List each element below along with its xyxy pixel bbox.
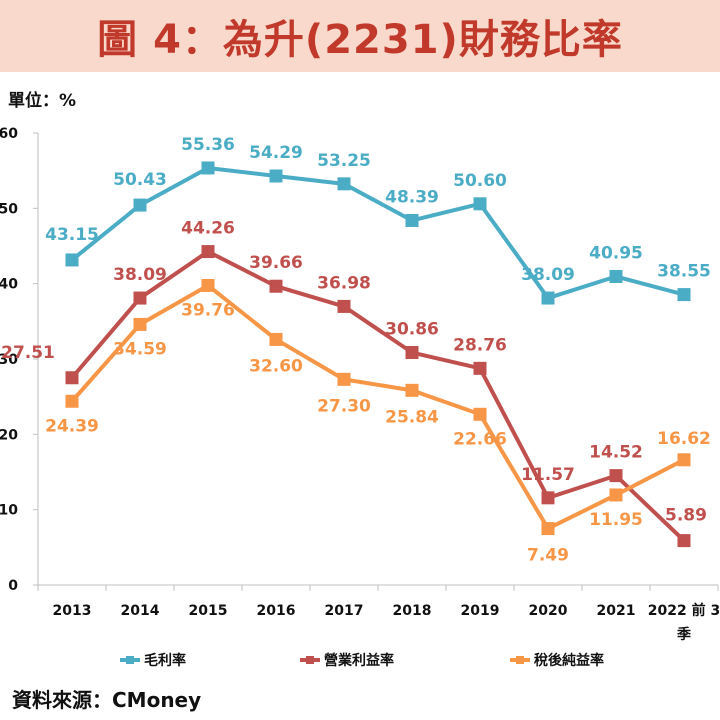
data-label: 38.09 [113, 265, 167, 285]
data-label: 50.43 [113, 170, 167, 190]
data-point [473, 361, 487, 375]
data-label: 34.59 [113, 339, 167, 359]
series-line-1 [70, 165, 685, 301]
x-tick-label: 2017 [325, 603, 364, 619]
data-label: 30.86 [385, 320, 439, 340]
y-tick-label: 0 [8, 578, 18, 594]
data-point [677, 534, 691, 548]
data-point [65, 394, 79, 408]
data-point [473, 407, 487, 421]
x-tick-label: 2013 [53, 603, 92, 619]
data-label: 32.60 [249, 356, 303, 376]
data-point [609, 488, 623, 502]
data-point [405, 213, 419, 227]
legend-swatch-marker [516, 656, 524, 664]
data-label: 50.60 [453, 171, 507, 191]
data-point [133, 317, 147, 331]
data-label: 36.98 [317, 273, 371, 293]
y-tick-label: 10 [0, 503, 18, 519]
y-tick-label: 60 [0, 126, 18, 142]
data-point [337, 299, 351, 313]
data-point [65, 371, 79, 385]
data-label: 25.84 [385, 407, 439, 427]
data-point [201, 161, 215, 175]
data-point [473, 197, 487, 211]
x-tick-label: 2021 [597, 603, 636, 619]
data-label: 5.89 [665, 506, 707, 526]
data-point [201, 278, 215, 292]
data-label: 39.66 [249, 253, 303, 273]
data-point [609, 270, 623, 284]
data-label: 24.39 [45, 416, 99, 436]
data-point [541, 491, 555, 505]
legend-label: 毛利率 [144, 652, 186, 669]
x-tick-label: 2019 [461, 603, 500, 619]
data-point [269, 332, 283, 346]
data-label: 27.30 [317, 396, 371, 416]
unit-label: 單位：% [8, 91, 77, 111]
data-point [609, 469, 623, 483]
legend-swatch-marker [126, 656, 134, 664]
line-chart: 0 10 20 30 40 50 60 2013 2014 2015 2016 2017 2018 201… [0, 126, 720, 669]
legend-label: 稅後純益率 [534, 652, 604, 669]
data-point [65, 253, 79, 267]
legend-swatch-marker [306, 656, 314, 664]
data-label: 44.26 [181, 219, 235, 239]
x-tick-label: 2016 [257, 603, 296, 619]
data-point [405, 346, 419, 360]
data-label: 48.39 [385, 187, 439, 207]
data-point [677, 453, 691, 467]
title-bar: 圖 4：為升(2231)財務比率 [0, 0, 720, 72]
chart-title: 圖 4：為升(2231)財務比率 [97, 17, 623, 63]
data-point [405, 383, 419, 397]
x-tick-label: 2015 [189, 603, 228, 619]
data-label: 22.66 [453, 429, 507, 449]
series-line-2 [70, 249, 686, 543]
data-label: 38.55 [657, 262, 711, 282]
data-point [201, 245, 215, 259]
y-tick-label: 40 [0, 277, 18, 293]
data-point [133, 291, 147, 305]
data-label: 38.09 [521, 265, 575, 285]
data-point [677, 288, 691, 302]
data-label: 28.76 [453, 335, 507, 355]
x-tick-label: 2020 [529, 603, 568, 619]
y-tick-label: 20 [0, 427, 18, 443]
legend-label: 營業利益率 [324, 652, 394, 669]
y-tick-label: 50 [0, 201, 18, 217]
x-tick-label: 2014 [121, 603, 160, 619]
series-line-3 [70, 283, 685, 531]
data-point [541, 291, 555, 305]
data-label: 11.57 [521, 465, 575, 485]
data-label: 43.15 [45, 225, 99, 245]
data-label: 55.36 [181, 135, 235, 155]
data-point [133, 198, 147, 212]
data-label: 16.62 [657, 429, 711, 449]
data-point [337, 177, 351, 191]
data-point [541, 522, 555, 536]
data-label: 54.29 [249, 143, 303, 163]
data-label: 11.95 [589, 510, 643, 530]
data-point [269, 169, 283, 183]
x-tick-label: 2018 [393, 603, 432, 619]
data-point [337, 372, 351, 386]
data-label: 39.76 [181, 300, 235, 320]
data-label: 27.51 [1, 343, 55, 363]
data-label: 14.52 [589, 443, 643, 463]
data-point [269, 279, 283, 293]
data-label: 40.95 [589, 244, 643, 264]
source-label: 資料來源：CMoney [12, 688, 202, 712]
data-label: 53.25 [317, 151, 371, 171]
data-label: 7.49 [527, 546, 569, 566]
y-tick-label: 30 [0, 352, 18, 368]
